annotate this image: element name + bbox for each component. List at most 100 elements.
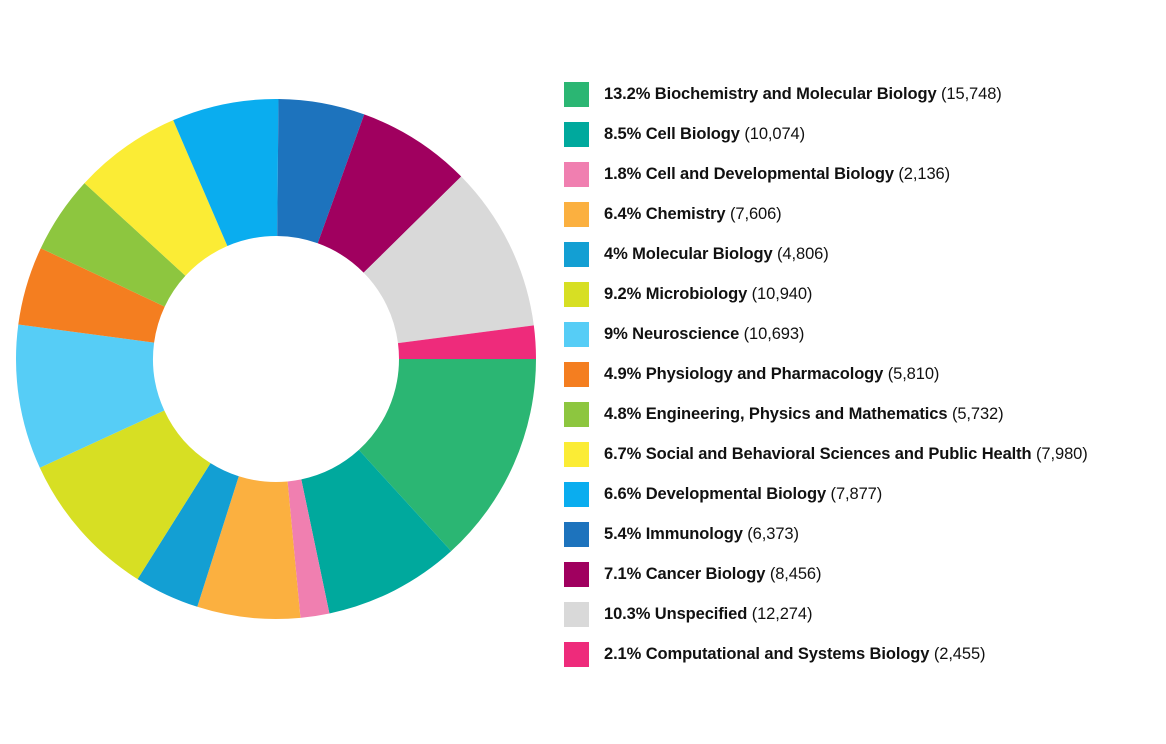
legend-label: 2.1% Computational and Systems Biology (… bbox=[604, 644, 986, 664]
legend-category: Molecular Biology bbox=[632, 244, 773, 263]
legend-item: 13.2% Biochemistry and Molecular Biology… bbox=[564, 74, 1164, 114]
legend-swatch bbox=[564, 441, 589, 467]
legend-count: (10,074) bbox=[744, 124, 805, 143]
legend-item: 4% Molecular Biology (4,806) bbox=[564, 234, 1164, 274]
legend-category: Computational and Systems Biology bbox=[645, 644, 930, 663]
legend-percent: 2.1% bbox=[604, 644, 642, 663]
legend-category: Engineering, Physics and Mathematics bbox=[645, 404, 948, 423]
legend-item: 1.8% Cell and Developmental Biology (2,1… bbox=[564, 154, 1164, 194]
legend-swatch bbox=[564, 161, 589, 187]
legend-swatch bbox=[564, 281, 589, 307]
legend-category: Unspecified bbox=[654, 604, 748, 623]
legend-percent: 7.1% bbox=[604, 564, 642, 583]
legend-percent: 1.8% bbox=[604, 164, 642, 183]
legend-label: 4.9% Physiology and Pharmacology (5,810) bbox=[604, 365, 939, 384]
legend-category: Biochemistry and Molecular Biology bbox=[654, 84, 937, 103]
donut-slice-12 bbox=[317, 114, 462, 273]
donut-slice-7 bbox=[18, 248, 165, 343]
legend-category: Developmental Biology bbox=[645, 484, 827, 503]
legend-label: 9.2% Microbiology (10,940) bbox=[604, 285, 812, 304]
donut-slice-1 bbox=[301, 449, 452, 614]
legend-label: 10.3% Unspecified (12,274) bbox=[604, 605, 812, 624]
legend-item: 9% Neuroscience (10,693) bbox=[564, 314, 1164, 354]
donut-slice-8 bbox=[40, 183, 186, 307]
legend-label: 4% Molecular Biology (4,806) bbox=[604, 245, 829, 264]
legend-percent: 9% bbox=[604, 324, 628, 343]
legend-swatch bbox=[564, 561, 589, 587]
legend-swatch bbox=[564, 241, 589, 267]
donut-slice-13 bbox=[363, 176, 534, 344]
legend-label: 7.1% Cancer Biology (8,456) bbox=[604, 564, 822, 584]
legend-category: Neuroscience bbox=[632, 324, 740, 343]
legend-percent: 13.2% bbox=[604, 84, 651, 103]
legend-swatch bbox=[564, 641, 589, 667]
legend-percent: 10.3% bbox=[604, 604, 651, 623]
legend-category: Physiology and Pharmacology bbox=[645, 364, 884, 383]
legend-count: (7,980) bbox=[1036, 444, 1088, 463]
legend-label: 5.4% Immunology (6,373) bbox=[604, 525, 799, 544]
legend-item: 10.3% Unspecified (12,274) bbox=[564, 594, 1164, 634]
legend-count: (7,877) bbox=[830, 484, 883, 503]
legend-item: 4.8% Engineering, Physics and Mathematic… bbox=[564, 394, 1164, 434]
legend-count: (2,455) bbox=[933, 644, 986, 663]
legend-item: 7.1% Cancer Biology (8,456) bbox=[564, 554, 1164, 594]
donut-slice-14 bbox=[397, 325, 536, 359]
legend-count: (6,373) bbox=[747, 524, 799, 543]
legend-swatch bbox=[564, 521, 589, 547]
legend-item: 8.5% Cell Biology (10,074) bbox=[564, 114, 1164, 154]
legend-category: Cancer Biology bbox=[645, 564, 766, 583]
donut-chart bbox=[16, 98, 536, 620]
legend-item: 5.4% Immunology (6,373) bbox=[564, 514, 1164, 554]
legend-percent: 5.4% bbox=[604, 524, 642, 543]
donut-slice-11 bbox=[277, 99, 365, 244]
legend-item: 6.7% Social and Behavioral Sciences and … bbox=[564, 434, 1164, 474]
donut-slice-2 bbox=[287, 479, 330, 618]
legend-item: 6.4% Chemistry (7,606) bbox=[564, 194, 1164, 234]
legend-swatch bbox=[564, 361, 589, 387]
legend-swatch bbox=[564, 601, 589, 627]
legend-item: 2.1% Computational and Systems Biology (… bbox=[564, 634, 1164, 674]
legend-swatch bbox=[564, 481, 589, 507]
legend-label: 9% Neuroscience (10,693) bbox=[604, 325, 804, 344]
legend-percent: 6.7% bbox=[604, 444, 642, 463]
legend-count: (7,606) bbox=[729, 204, 782, 223]
donut-slice-9 bbox=[84, 120, 228, 276]
legend-swatch bbox=[564, 121, 589, 147]
legend-category: Cell Biology bbox=[645, 124, 740, 143]
legend-item: 6.6% Developmental Biology (7,877) bbox=[564, 474, 1164, 514]
donut-slice-5 bbox=[39, 410, 211, 580]
donut-slice-3 bbox=[197, 476, 301, 620]
legend-category: Chemistry bbox=[645, 204, 726, 223]
legend-label: 4.8% Engineering, Physics and Mathematic… bbox=[604, 405, 1004, 424]
legend-label: 1.8% Cell and Developmental Biology (2,1… bbox=[604, 165, 950, 184]
legend-label: 6.6% Developmental Biology (7,877) bbox=[604, 485, 882, 504]
legend-count: (4,806) bbox=[777, 244, 829, 263]
legend-percent: 4.9% bbox=[604, 364, 642, 383]
legend-percent: 4% bbox=[604, 244, 628, 263]
legend-category: Immunology bbox=[645, 524, 743, 543]
legend-count: (12,274) bbox=[751, 604, 813, 623]
legend-category: Social and Behavioral Sciences and Publi… bbox=[645, 444, 1032, 463]
legend-count: (8,456) bbox=[769, 564, 822, 583]
legend-count: (15,748) bbox=[941, 84, 1002, 103]
legend-category: Microbiology bbox=[645, 284, 748, 303]
donut-slice-6 bbox=[16, 324, 165, 468]
legend-item: 9.2% Microbiology (10,940) bbox=[564, 274, 1164, 314]
legend-swatch bbox=[564, 321, 589, 347]
legend-swatch bbox=[564, 201, 589, 227]
legend-percent: 8.5% bbox=[604, 124, 642, 143]
legend-label: 6.7% Social and Behavioral Sciences and … bbox=[604, 445, 1088, 464]
legend-count: (10,940) bbox=[751, 284, 813, 303]
legend-count: (5,810) bbox=[887, 364, 940, 383]
legend-label: 6.4% Chemistry (7,606) bbox=[604, 205, 782, 224]
legend-percent: 6.6% bbox=[604, 484, 642, 503]
legend-swatch bbox=[564, 401, 589, 427]
chart-legend: 13.2% Biochemistry and Molecular Biology… bbox=[564, 74, 1164, 674]
legend-percent: 9.2% bbox=[604, 284, 642, 303]
donut-slice-4 bbox=[137, 463, 239, 607]
legend-count: (2,136) bbox=[898, 164, 950, 183]
legend-percent: 6.4% bbox=[604, 204, 642, 223]
legend-label: 8.5% Cell Biology (10,074) bbox=[604, 125, 805, 144]
legend-item: 4.9% Physiology and Pharmacology (5,810) bbox=[564, 354, 1164, 394]
